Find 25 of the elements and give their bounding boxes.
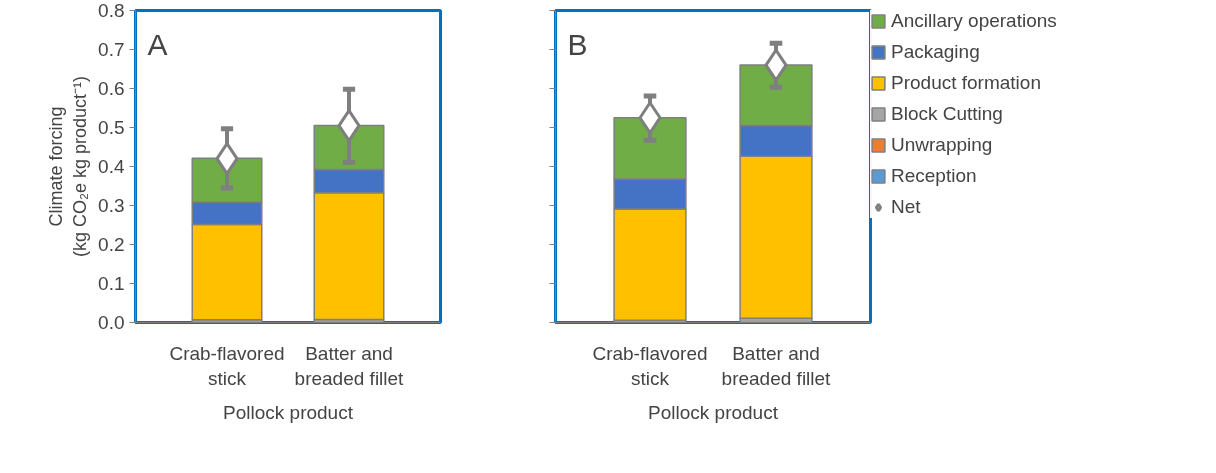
y-tick-label: 0.6 bbox=[98, 78, 125, 99]
y-tick-label: 0.0 bbox=[98, 312, 125, 333]
x-axis-title: Pollock product bbox=[223, 401, 354, 423]
x-tick-label: Batter and breaded fillet bbox=[294, 342, 405, 389]
annotation: A bbox=[147, 27, 168, 61]
y-tick-label: 0.1 bbox=[98, 273, 125, 294]
x-axis-title: Pollock product bbox=[648, 401, 779, 423]
legend-label: Packaging bbox=[891, 41, 980, 63]
x-tick-label: Crab-flavored stick bbox=[169, 342, 285, 389]
y-tick-label: 0.8 bbox=[98, 0, 125, 21]
legend-label: Reception bbox=[891, 165, 977, 187]
y-tick-label: 0.5 bbox=[98, 117, 125, 138]
y-tick-label: 0.2 bbox=[98, 234, 125, 255]
legend-label: Block Cutting bbox=[891, 103, 1003, 125]
y-tick-label: 0.7 bbox=[98, 39, 125, 60]
x-tick-label: Crab-flavored stick bbox=[592, 342, 708, 389]
annotation: B bbox=[567, 27, 588, 61]
legend-label: Unwrapping bbox=[891, 134, 993, 156]
y-tick-label: 0.4 bbox=[98, 156, 125, 177]
x-tick-label: Batter and breaded fillet bbox=[721, 342, 832, 389]
y-axis-title: Climate forcing (kg CO₂e kg product⁻¹) bbox=[46, 75, 91, 258]
legend-label: Product formation bbox=[891, 72, 1041, 94]
y-tick-label: 0.3 bbox=[98, 195, 125, 216]
legend-label: Net bbox=[891, 196, 921, 218]
legend-label: Ancillary operations bbox=[891, 10, 1057, 32]
